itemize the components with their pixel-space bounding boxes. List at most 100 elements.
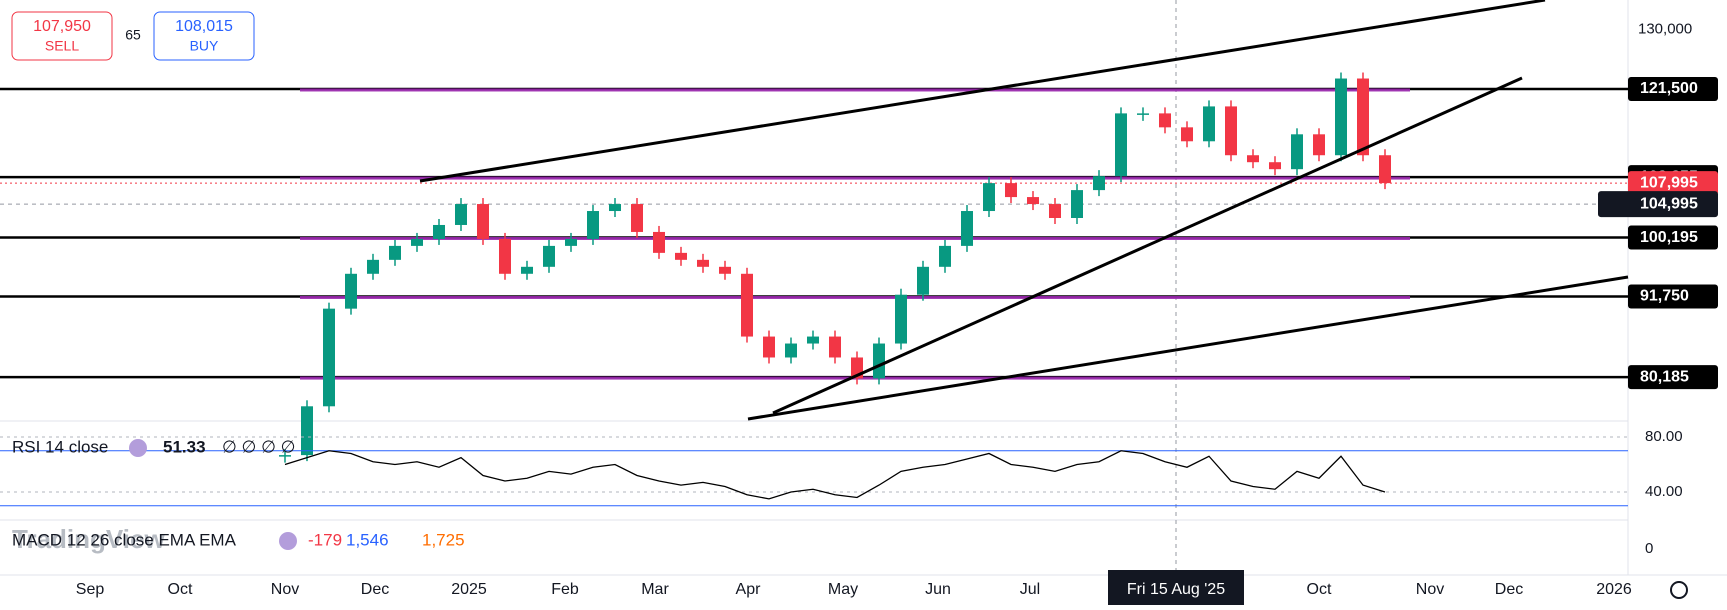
level-tag: 80,185 — [1640, 368, 1689, 385]
candle-body — [1071, 190, 1083, 218]
candle-body — [1357, 78, 1369, 156]
candle-body — [499, 238, 511, 274]
candle-body — [565, 238, 577, 246]
buy-button[interactable] — [153, 11, 255, 61]
time-label: Jul — [1020, 581, 1040, 598]
sell-price: 107,950 — [33, 18, 91, 35]
spread: 65 — [125, 27, 141, 43]
candle-body — [1269, 162, 1281, 170]
order-panel: 107,950 SELL 65 108,015 BUY — [11, 11, 255, 61]
last-price-tag-bg — [1628, 171, 1718, 196]
level-tag: 100,195 — [1640, 229, 1698, 246]
candle-body — [895, 294, 907, 344]
candle-body — [587, 211, 599, 239]
macd-line: 1,546 — [346, 530, 389, 549]
candle-body — [521, 266, 533, 274]
candle-body — [543, 245, 555, 267]
candle-body — [939, 245, 951, 267]
candle-body — [1203, 106, 1215, 142]
candle-body — [609, 204, 621, 212]
macd-signal: 1,725 — [422, 530, 465, 549]
candle-body — [1225, 106, 1237, 156]
candle-body — [917, 266, 929, 295]
axes: 130,000121,500108,855100,19591,75080,185… — [76, 21, 1718, 605]
rsi-tick-label: 80.00 — [1645, 428, 1683, 445]
candle-body — [1379, 155, 1391, 184]
crosshair-tag: 104,995 — [1640, 195, 1698, 212]
candle-body — [719, 266, 731, 274]
crosshair-tag-bg — [1598, 191, 1718, 218]
time-label: 2026 — [1596, 581, 1632, 598]
rsi-legend: RSI 14 close 51.33 ∅ ∅ ∅ ∅ — [12, 437, 295, 457]
time-label: Oct — [168, 581, 193, 598]
candle-body — [873, 343, 885, 379]
last-price-tag: 107,995 — [1640, 174, 1698, 191]
candle-body — [785, 343, 797, 358]
rsi-settings-icon[interactable] — [129, 439, 147, 457]
level-tag-bg — [1628, 225, 1718, 250]
rsi-line — [284, 450, 1386, 500]
candle-body — [807, 336, 819, 344]
time-crosshair-bg — [1108, 570, 1244, 605]
time-label: Dec — [1495, 581, 1523, 598]
candle-body — [961, 211, 973, 246]
candle-body — [433, 224, 445, 239]
time-label: Fri 15 Aug '25 — [1127, 581, 1225, 598]
sell-label: SELL — [45, 38, 79, 54]
logo: TradingView — [12, 524, 165, 554]
candle-body — [367, 259, 379, 274]
time-label: Nov — [271, 581, 299, 598]
candle-body — [323, 308, 335, 407]
trend-line — [772, 76, 1523, 415]
macd-tick-label: 0 — [1645, 540, 1653, 557]
level-tag-bg — [1628, 284, 1718, 309]
time-label: Jun — [925, 581, 951, 598]
time-label: May — [828, 581, 858, 598]
candle-body — [1115, 113, 1127, 177]
candle-body — [455, 204, 467, 225]
candle-body — [631, 204, 643, 232]
trend-lines — [419, 0, 1629, 421]
macd-legend: TradingView MACD 12 26 close EMA EMA -17… — [12, 524, 465, 554]
candle-body — [411, 238, 423, 246]
time-label: Feb — [551, 581, 579, 598]
macd-settings-icon[interactable] — [279, 532, 297, 550]
price-tick-label: 130,000 — [1638, 21, 1692, 38]
rsi-name: RSI 14 close — [12, 437, 108, 456]
rsi-pane — [0, 436, 1628, 507]
buy-label: BUY — [190, 38, 219, 54]
settings-icon[interactable] — [1670, 581, 1688, 599]
candle-body — [1181, 127, 1193, 142]
level-tag: 91,750 — [1640, 288, 1689, 305]
rsi-tick-label: 40.00 — [1645, 483, 1683, 500]
rsi-extras: ∅ ∅ ∅ ∅ — [222, 437, 295, 456]
candle-body — [1093, 176, 1105, 191]
candle-body — [1159, 113, 1171, 128]
sell-button[interactable] — [11, 11, 113, 61]
candle-body — [1291, 134, 1303, 170]
candle-body — [675, 252, 687, 260]
time-label: Apr — [736, 581, 762, 598]
candle-body — [1027, 197, 1039, 205]
candle-body — [1247, 155, 1259, 163]
candle-body — [763, 336, 775, 358]
trend-line — [419, 0, 1546, 183]
time-label: Dec — [361, 581, 389, 598]
candle-body — [477, 204, 489, 239]
level-tag-bg — [1628, 365, 1718, 390]
candle-body — [653, 231, 665, 253]
candle-body — [983, 183, 995, 212]
price-pane — [0, 72, 1628, 463]
macd-name: MACD 12 26 close EMA EMA — [12, 530, 237, 549]
candle-body — [1137, 113, 1149, 115]
level-tag-bg — [1628, 76, 1718, 101]
candle-body — [279, 455, 291, 457]
candle-body — [1335, 78, 1347, 156]
macd-hist: -179 — [308, 530, 342, 549]
rsi-value: 51.33 — [163, 437, 206, 456]
candle-body — [697, 259, 709, 267]
candle-body — [301, 406, 313, 456]
candle-body — [345, 273, 357, 309]
